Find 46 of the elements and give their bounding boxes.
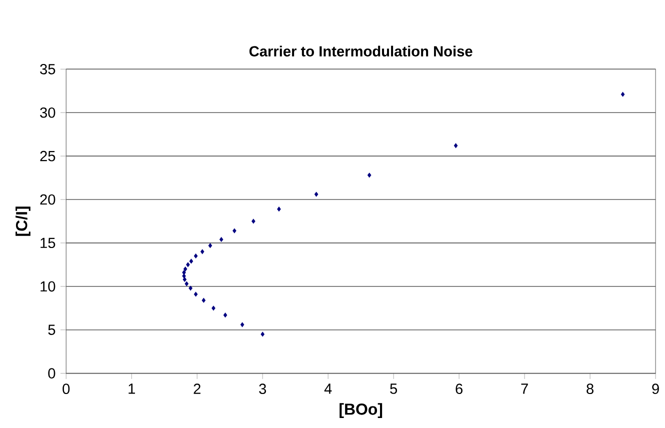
y-tick-label: 0 — [48, 368, 56, 378]
y-tick-label: 35 — [40, 64, 56, 74]
point — [454, 143, 458, 148]
x-tick-label: 7 — [521, 384, 528, 394]
y-tick-label: 15 — [40, 238, 56, 248]
x-tick-label: 4 — [324, 384, 332, 394]
point — [194, 292, 198, 297]
point — [620, 92, 625, 97]
point — [240, 322, 244, 327]
x-tick-label: 9 — [652, 384, 659, 394]
x-tick-label: 8 — [586, 384, 594, 394]
x-tick-label: 3 — [259, 384, 266, 394]
y-tick-label: 30 — [40, 107, 56, 118]
x-tick-label: 5 — [390, 384, 398, 394]
point — [208, 243, 212, 248]
point — [184, 281, 188, 286]
point — [223, 312, 228, 318]
point — [182, 274, 186, 278]
x-tick-label: 0 — [62, 384, 70, 394]
y-tick-label: 20 — [40, 194, 56, 205]
y-axis-title: [C/I] — [16, 206, 30, 236]
point — [260, 332, 264, 337]
x-tick-label: 2 — [194, 384, 200, 394]
point — [314, 192, 318, 197]
point — [189, 258, 194, 264]
point — [182, 277, 187, 282]
y-tick-label: 5 — [48, 324, 56, 335]
point — [182, 270, 186, 275]
point — [252, 218, 256, 224]
point — [219, 237, 224, 242]
point — [202, 298, 206, 303]
point — [232, 228, 236, 234]
point — [188, 286, 192, 290]
point — [277, 206, 281, 212]
point — [183, 266, 188, 272]
point — [212, 306, 216, 310]
point — [367, 172, 372, 178]
x-tick-label: 6 — [456, 384, 462, 394]
point — [194, 254, 198, 258]
x-tick-label: 1 — [128, 384, 135, 394]
chart-title: Carrier to Intermodulation Noise — [249, 46, 472, 56]
y-tick-label: 25 — [40, 150, 56, 162]
point — [200, 249, 204, 254]
y-tick-label: 10 — [40, 281, 56, 292]
point — [186, 262, 190, 268]
x-axis-title: [BOo] — [340, 403, 382, 418]
